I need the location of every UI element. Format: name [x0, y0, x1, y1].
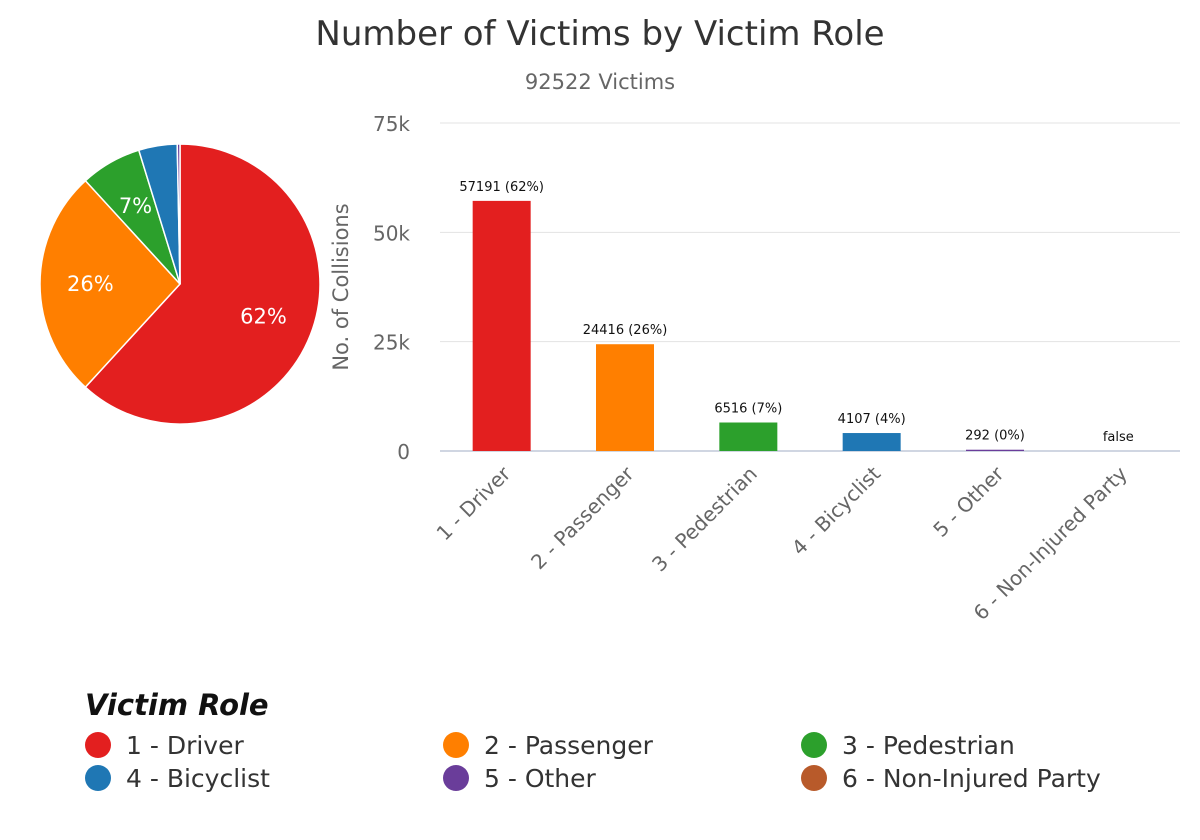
pie-chart: 62% 26% 7% [39, 143, 321, 425]
bar [966, 449, 1024, 451]
legend: Victim Role 1 - Driver 2 - Passenger 3 - P… [85, 688, 1185, 793]
chart-subtitle: 92522 Victims [524, 70, 676, 94]
y-axis-label: No. of Collisions [329, 203, 353, 370]
legend-items: 1 - Driver 2 - Passenger 3 - Pedestrian 4 -… [85, 730, 1185, 793]
bar-data-label: 24416 (26%) [583, 323, 668, 338]
y-tick-label: 50k [373, 221, 410, 245]
legend-label: 6 - Non-Injured Party [842, 763, 1101, 793]
chart-title: Number of Victims by Victim Role [315, 14, 885, 54]
legend-label: 5 - Other [484, 763, 596, 793]
bar-data-label: 57191 (62%) [459, 180, 544, 195]
pie-slice [39, 179, 182, 389]
bar [596, 344, 654, 451]
legend-swatch [801, 765, 827, 791]
legend-label: 2 - Passenger [484, 730, 653, 760]
legend-swatch [443, 732, 469, 758]
bar-data-label: 292 (0%) [965, 429, 1025, 444]
pie-slice [84, 143, 321, 425]
chart-canvas: 62% 26% 7% 0 25k 50k 75k No. of Collisions 5719… [39, 112, 1180, 625]
legend-item[interactable]: 5 - Other [443, 763, 801, 793]
x-tick-label: 5 - Other [928, 461, 1009, 542]
legend-label: 1 - Driver [126, 730, 244, 760]
legend-item[interactable]: 1 - Driver [85, 730, 443, 760]
bar-data-label: 6516 (7%) [714, 402, 782, 417]
x-tick-label: 3 - Pedestrian [647, 462, 762, 577]
legend-item[interactable]: 4 - Bicyclist [85, 763, 443, 793]
legend-item[interactable]: 6 - Non-Injured Party [801, 763, 1159, 793]
y-tick-label: 0 [397, 440, 410, 464]
legend-title: Victim Role [85, 688, 269, 722]
legend-swatch [443, 765, 469, 791]
legend-swatch [801, 732, 827, 758]
legend-swatch [85, 732, 111, 758]
y-tick-label: 25k [373, 331, 410, 355]
bar [472, 200, 531, 451]
pie-slice-label: 7% [119, 194, 152, 218]
legend-label: 4 - Bicyclist [126, 763, 270, 793]
x-tick-label: 2 - Passenger [526, 461, 639, 574]
pie-slice-label: 26% [67, 272, 114, 296]
legend-label: 3 - Pedestrian [842, 730, 1015, 760]
legend-swatch [85, 765, 111, 791]
y-tick-label: 75k [373, 112, 410, 136]
bar [842, 433, 901, 451]
bar-data-label: false [1103, 430, 1134, 445]
legend-item[interactable]: 3 - Pedestrian [801, 730, 1159, 760]
bar [719, 422, 778, 451]
bar-data-label: 4107 (4%) [838, 412, 906, 427]
pie-slice [176, 143, 181, 285]
x-tick-label: 4 - Bicyclist [787, 461, 885, 559]
x-tick-label: 1 - Driver [432, 461, 516, 545]
pie-slice-label: 62% [240, 304, 287, 328]
bar-chart: 0 25k 50k 75k No. of Collisions 57191 (62%) 1 … [329, 112, 1180, 625]
legend-item[interactable]: 2 - Passenger [443, 730, 801, 760]
